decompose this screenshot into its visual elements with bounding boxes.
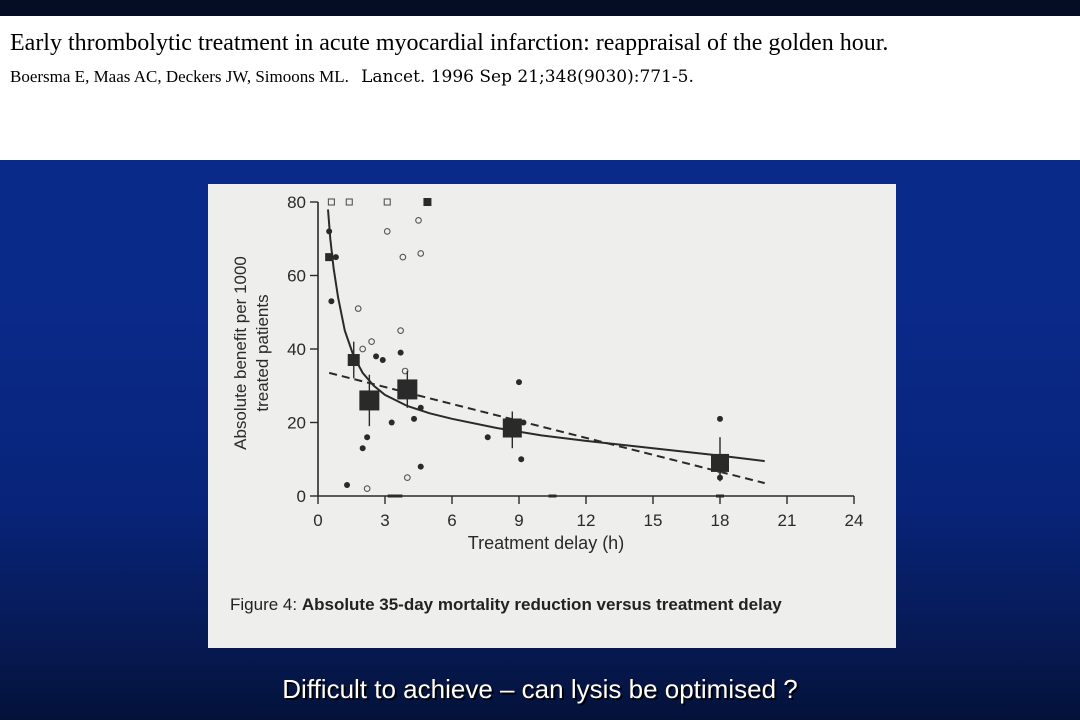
zero-marker: [548, 494, 557, 498]
data-point-open-square: [327, 198, 335, 206]
data-point-open: [401, 367, 409, 375]
data-point-open: [359, 345, 367, 353]
x-tick-label: 24: [845, 511, 864, 530]
x-tick-label: 3: [380, 511, 389, 530]
x-tick-label: 9: [514, 511, 523, 530]
y-axis-label: treated patients: [253, 294, 272, 411]
fitted-curve: [327, 209, 765, 463]
data-point-open: [417, 250, 425, 257]
data-point-square: [325, 253, 334, 262]
x-tick-label: 6: [447, 511, 456, 530]
x-tick-label: 15: [644, 511, 663, 530]
x-axis-label: Treatment delay (h): [468, 533, 624, 553]
linear-fit-line: [328, 371, 765, 485]
figure-panel: 0 3 6 9 12 15 18 21 24 0 20 40 60 80 Treatment delay (…: [208, 184, 896, 648]
citation-title: Early thrombolytic treatment in acute my…: [10, 30, 889, 56]
figure-caption: Figure 4: Absolute 35-day mortality redu…: [230, 592, 880, 617]
data-point: [411, 415, 418, 422]
citation-authors: Boersma E, Maas AC, Deckers JW, Simoons …: [10, 67, 349, 86]
data-point: [379, 357, 386, 364]
y-axis-label: Absolute benefit per 1000: [231, 256, 250, 450]
figure-caption-text: Absolute 35-day mortality reduction vers…: [301, 595, 782, 614]
slide-bottom-text: Difficult to achieve – can lysis be opti…: [282, 674, 798, 704]
data-point: [520, 419, 527, 426]
data-point: [364, 434, 371, 441]
pooled-estimate-marker: [359, 390, 380, 411]
zero-marker: [716, 494, 724, 498]
data-point-open-square: [345, 198, 353, 206]
data-point-open: [368, 338, 375, 345]
data-point: [516, 379, 522, 386]
y-tick-label: 0: [297, 487, 306, 506]
top-bar: [0, 0, 1080, 16]
data-point: [417, 404, 424, 411]
data-point-square: [423, 198, 432, 206]
pooled-estimate-marker: [711, 453, 729, 472]
data-point-open: [403, 474, 411, 481]
x-tick-label: 18: [711, 511, 730, 530]
y-tick-label: 60: [287, 267, 306, 286]
data-point: [518, 456, 525, 463]
data-point-open: [363, 485, 371, 493]
x-tick-label: 0: [313, 511, 322, 530]
figure-caption-label: Figure 4:: [230, 595, 298, 614]
data-point-open: [415, 217, 422, 224]
data-point-open: [397, 327, 404, 334]
citation-box: Early thrombolytic treatment in acute my…: [0, 16, 1080, 160]
data-point: [326, 228, 333, 235]
pooled-estimate-marker: [397, 379, 418, 400]
y-tick-label: 40: [287, 340, 306, 359]
pooled-estimate-marker: [502, 418, 522, 438]
data-point-open: [399, 253, 407, 261]
y-tick-label: 20: [287, 414, 306, 433]
data-point: [359, 445, 366, 452]
data-point: [388, 419, 395, 426]
zero-marker: [394, 494, 403, 498]
data-point: [373, 353, 380, 360]
data-point: [344, 481, 351, 488]
y-tick-label: 80: [287, 193, 306, 212]
data-point: [484, 434, 491, 441]
data-point-open: [383, 228, 391, 235]
citation-reference: Boersma E, Maas AC, Deckers JW, Simoons …: [10, 65, 1068, 89]
data-point: [397, 349, 404, 356]
scatter-chart: 0 3 6 9 12 15 18 21 24 0 20 40 60 80 Treatment delay (…: [231, 193, 864, 553]
data-point: [417, 463, 424, 470]
data-point-open-square: [383, 198, 391, 206]
data-point: [328, 298, 335, 305]
x-tick-label: 21: [778, 511, 797, 530]
data-point: [332, 254, 339, 261]
pooled-estimate-marker: [347, 354, 360, 367]
data-point: [717, 415, 723, 422]
citation-journal: Lancet. 1996 Sep 21;348(9030):771-5.: [361, 67, 694, 87]
data-point-open: [354, 305, 362, 312]
x-tick-label: 12: [577, 511, 596, 530]
zero-marker: [387, 494, 396, 498]
